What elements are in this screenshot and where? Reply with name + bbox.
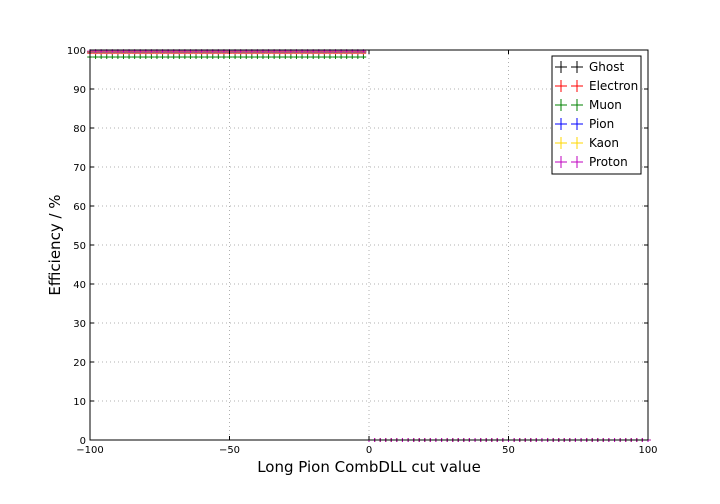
legend-label: Muon	[589, 98, 622, 112]
legend-item-electron: Electron	[555, 79, 638, 93]
legend-item-pion: Pion	[555, 117, 614, 131]
y-axis-label: Efficiency / %	[46, 194, 64, 295]
legend-label: Kaon	[589, 136, 619, 150]
legend-item-kaon: Kaon	[555, 136, 619, 150]
y-tick-label: 10	[73, 397, 86, 408]
y-tick-label: 0	[80, 436, 86, 447]
y-tick-label: 70	[73, 163, 86, 174]
legend-label: Electron	[589, 79, 638, 93]
x-tick-label: 50	[502, 445, 515, 456]
legend-item-ghost: Ghost	[555, 60, 624, 74]
axis-ticks: 0 10 20 30 40 50 60 70 80 90 100 −100 −50 0 50 100	[67, 46, 658, 456]
legend-label: Proton	[589, 155, 628, 169]
x-tick-label: −50	[219, 445, 240, 456]
x-tick-label: 100	[638, 445, 657, 456]
legend: Ghost Electron Muon Pion Kaon Proton	[551, 55, 642, 175]
x-tick-label: −100	[76, 445, 103, 456]
legend-box	[551, 55, 642, 175]
y-tick-label: 20	[73, 358, 86, 369]
y-tick-label: 80	[73, 124, 86, 135]
legend-item-muon: Muon	[555, 98, 622, 112]
y-tick-label: 60	[73, 202, 86, 213]
legend-label: Pion	[589, 117, 614, 131]
grid-lines	[90, 50, 648, 440]
y-tick-label: 30	[73, 319, 86, 330]
y-tick-label: 90	[73, 85, 86, 96]
x-axis-label: Long Pion CombDLL cut value	[257, 458, 481, 476]
legend-item-proton: Proton	[555, 155, 628, 169]
y-tick-label: 50	[73, 241, 86, 252]
legend-label: Ghost	[589, 60, 624, 74]
y-tick-label: 100	[67, 46, 86, 57]
y-tick-label: 40	[73, 280, 86, 291]
x-tick-label: 0	[366, 445, 372, 456]
